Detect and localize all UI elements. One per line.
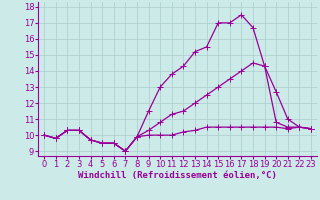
- X-axis label: Windchill (Refroidissement éolien,°C): Windchill (Refroidissement éolien,°C): [78, 171, 277, 180]
